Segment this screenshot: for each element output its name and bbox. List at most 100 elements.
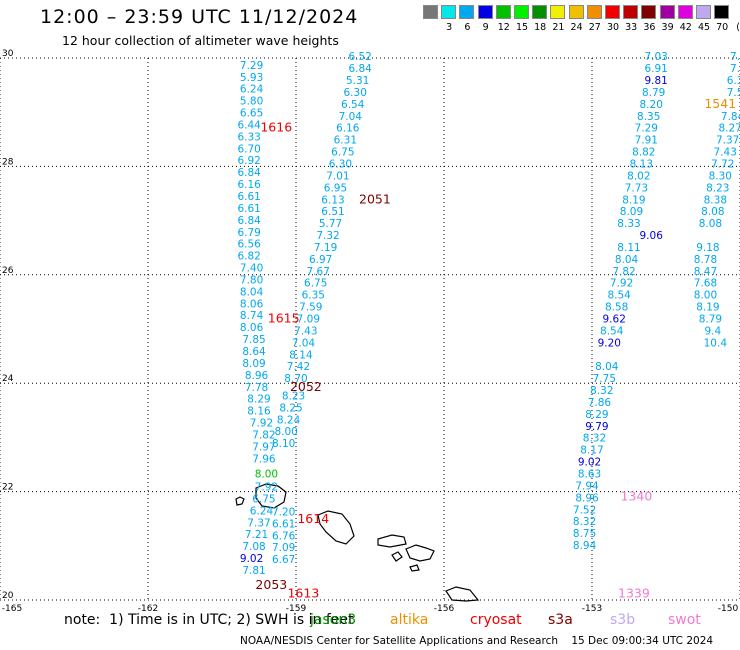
wave-height-label: 8.47 (694, 266, 717, 278)
satellite-name: s3b (610, 612, 636, 628)
wave-height-label: 6.75 (304, 278, 327, 290)
island-lanai (391, 551, 403, 562)
wave-height-label: 8.33 (617, 218, 640, 230)
legend-swatch (641, 5, 657, 19)
wave-height-label: 8.16 (247, 406, 271, 418)
wave-height-label: 8.78 (694, 254, 717, 266)
wave-height-label: 7.67 (307, 266, 330, 278)
wave-height-label: 8.04 (615, 254, 639, 266)
wave-height-label: 7.81 (242, 565, 265, 577)
legend-value: 12 (497, 22, 510, 33)
wave-height-label: 7.5 (727, 87, 740, 99)
wave-height-label: 8.35 (637, 111, 660, 123)
wave-height-label: 6.30 (329, 158, 352, 170)
wave-height-label: 5.31 (346, 75, 369, 87)
wave-height-label: 7.42 (287, 361, 310, 373)
wave-height-label: 8.08 (699, 218, 722, 230)
wave-height-label: 8.13 (630, 158, 653, 170)
wave-height-label: 8.02 (627, 170, 650, 182)
wave-height-label: 7.68 (694, 278, 717, 290)
wave-height-label: 7.84 (721, 111, 740, 123)
legend-value: 70 (716, 22, 729, 33)
wave-height-label: 6.82 (237, 251, 260, 263)
wave-height-label: 7.91 (635, 135, 658, 147)
wave-height-label: 8.79 (642, 87, 665, 99)
wave-height-label: 8.64 (242, 346, 266, 358)
wave-height-label: 7.08 (242, 541, 265, 553)
wave-height-label: 6.70 (237, 143, 260, 155)
legend-value: 39 (661, 22, 674, 33)
wave-height-label: 8.17 (580, 445, 603, 457)
wave-height-label: 8.06 (240, 298, 264, 310)
wave-height-label: 6.75 (331, 147, 354, 159)
page-subtitle: 12 hour collection of altimeter wave hei… (62, 33, 339, 48)
wave-height-label: 9.79 (585, 421, 608, 433)
wave-height-label: 6.75 (252, 493, 275, 505)
page-title: 12:00 – 23:59 UTC 11/12/2024 (40, 6, 359, 28)
pass-label: 2051 (359, 191, 391, 206)
satellite-name: jason3 (310, 612, 357, 628)
island-kauai (255, 483, 287, 509)
wave-height-label: 6.91 (644, 63, 667, 75)
wave-height-label: 6.61 (272, 518, 295, 530)
wave-height-label: 8.08 (701, 206, 724, 218)
wave-height-label: 6.24 (250, 505, 274, 517)
wave-height-label: 8.19 (696, 302, 719, 314)
pass-label: 1340 (620, 488, 652, 503)
wave-height-label: 6.84 (348, 63, 372, 75)
island-oahu (317, 510, 355, 545)
legend-swatch (714, 5, 730, 19)
pass-label: 1541 (704, 96, 736, 111)
wave-height-label: 7.78 (245, 382, 268, 394)
wave-height-label: 8.32 (573, 516, 596, 528)
pass-label: 2053 (255, 577, 287, 592)
wave-height-label: 8.82 (632, 147, 655, 159)
legend-value: 45 (697, 22, 711, 33)
wave-height-label: 6.65 (240, 108, 263, 120)
wave-height-label: 8.14 (289, 349, 313, 361)
wave-height-label: 9.02 (240, 553, 263, 565)
wave-height-label: 6.13 (321, 194, 344, 206)
wave-height-label: 10.4 (704, 337, 728, 349)
lon-tick-label: -162 (138, 604, 158, 614)
wave-height-label: 6.56 (237, 239, 261, 251)
wave-height-label: 8.09 (620, 206, 643, 218)
satellite-name: swot (668, 612, 701, 628)
wave-height-label: 7.29 (635, 123, 658, 135)
wave-height-label: 7.37 (247, 517, 270, 529)
wave-height-label: 7.73 (625, 182, 648, 194)
legend-value: 9 (482, 22, 489, 33)
footer-note: note: 1) Time is in UTC; 2) SWH is in fe… (64, 612, 354, 628)
wave-height-label: 8.00 (274, 426, 297, 438)
wave-height-label: 6.35 (302, 290, 325, 302)
wave-height-label: 6.76 (272, 530, 296, 542)
island-maui (405, 544, 435, 562)
wave-height-label: 7.20 (272, 506, 295, 518)
wave-height-label: 8.96 (575, 492, 599, 504)
wave-height-label: 8.54 (600, 325, 624, 337)
lat-tick-label: 24 (2, 374, 14, 384)
legend-value: 36 (643, 22, 656, 33)
wave-height-label: 8.29 (247, 394, 270, 406)
wave-height-label: 7.43 (294, 325, 317, 337)
pass-label: 1615 (268, 310, 300, 325)
wave-height-label: 7.59 (299, 302, 322, 314)
wave-height-label: 7.94 (575, 480, 599, 492)
wave-height-label: 8.94 (573, 540, 597, 552)
legend-value: 24 (570, 22, 583, 33)
wave-height-values: 7.295.936.245.806.656.446.336.706.926.84… (237, 51, 740, 577)
legend-swatch (568, 5, 584, 19)
wave-height-label: 8.54 (607, 290, 631, 302)
wave-height-label: 7.21 (245, 529, 268, 541)
legend-swatch (459, 5, 475, 19)
lat-tick-label: 20 (2, 591, 14, 601)
wave-height-label: 7.09 (272, 542, 295, 554)
wave-height-label: 7.03 (644, 51, 667, 63)
wave-height-label: 8.00 (694, 290, 717, 302)
legend-value: 21 (552, 22, 565, 33)
legend-swatch (441, 5, 457, 19)
legend-swatch (659, 5, 675, 19)
lon-tick-label: -150 (718, 604, 739, 614)
satellite-name: altika (390, 612, 429, 628)
